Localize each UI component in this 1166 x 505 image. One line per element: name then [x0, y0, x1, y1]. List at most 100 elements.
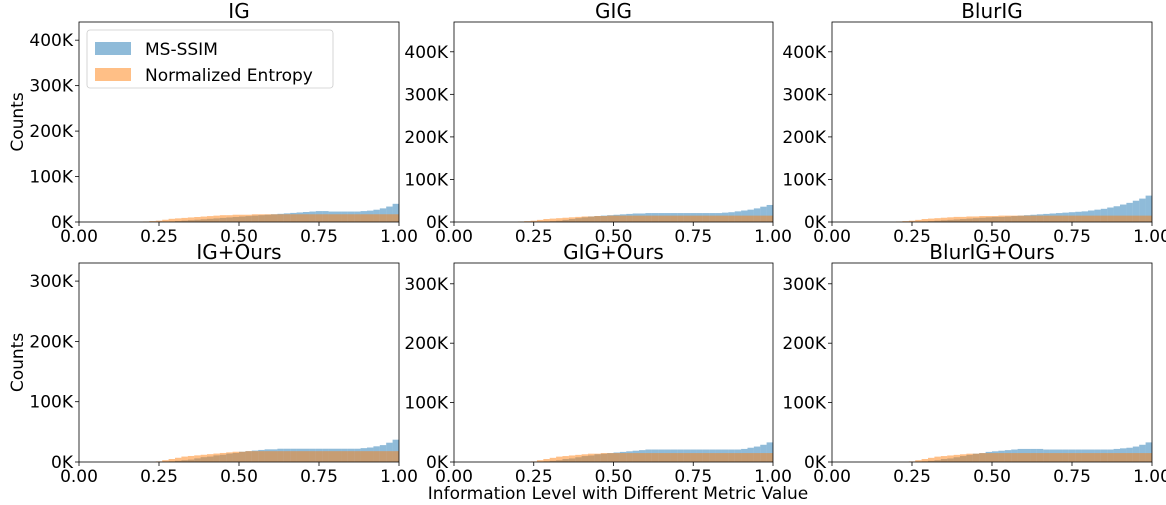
normalized-entropy-bar	[219, 215, 227, 222]
chart-panel: 0.00 0.25 0.50 0.75 1.00 0K 100K 200K 300K 400K Bl…	[782, 0, 1166, 247]
normalized-entropy-bar	[1113, 215, 1120, 222]
y-tick-label: 100K	[404, 394, 448, 414]
y-tick-label: 300K	[782, 85, 826, 105]
x-tick-label: 0.00	[813, 467, 851, 487]
normalized-entropy-bar	[1049, 453, 1056, 462]
normalized-entropy-bar	[972, 216, 980, 222]
normalized-entropy-bar	[908, 220, 916, 222]
normalized-entropy-bar	[354, 214, 361, 222]
plot-frame	[453, 262, 774, 463]
normalized-entropy-bar	[960, 216, 967, 222]
normalized-entropy-bar	[309, 451, 316, 462]
normalized-entropy-bar	[600, 216, 608, 222]
normalized-entropy-bar	[645, 453, 652, 462]
normalized-entropy-bar	[1139, 453, 1146, 462]
normalized-entropy-bar	[328, 214, 335, 222]
y-tick-label: 100K	[404, 170, 448, 190]
normalized-entropy-bar	[283, 214, 291, 222]
normalized-entropy-bar	[568, 217, 576, 222]
normalized-entropy-bar	[947, 455, 954, 462]
histogram-series	[517, 215, 773, 222]
ms-ssim-bar	[760, 206, 767, 222]
normalized-entropy-bar	[607, 453, 614, 462]
normalized-entropy-bar	[386, 451, 393, 462]
normalized-entropy-bar	[1120, 215, 1127, 222]
normalized-entropy-bar	[1036, 215, 1044, 222]
normalized-entropy-bar	[315, 214, 323, 222]
normalized-entropy-bar	[1120, 453, 1127, 462]
normalized-entropy-bar	[921, 219, 928, 222]
normalized-entropy-bar	[921, 459, 928, 462]
legend-swatch	[95, 42, 131, 55]
x-tick-label: 0.25	[515, 227, 553, 247]
normalized-entropy-bar	[979, 453, 986, 462]
normalized-entropy-bar	[985, 216, 992, 222]
y-tick-label: 0K	[804, 453, 827, 473]
normalized-entropy-bar	[232, 451, 239, 462]
plot-frame	[453, 21, 774, 223]
normalized-entropy-bar	[696, 215, 703, 222]
normalized-entropy-bar	[1056, 453, 1063, 462]
normalized-entropy-bar	[187, 455, 195, 462]
x-tick-label: 0.50	[220, 227, 258, 247]
normalized-entropy-bar	[670, 215, 678, 222]
normalized-entropy-bar	[1049, 215, 1056, 222]
normalized-entropy-bar	[607, 215, 614, 222]
normalized-entropy-bar	[1107, 453, 1114, 462]
x-tick-label: 0.25	[515, 467, 553, 487]
normalized-entropy-bar	[760, 215, 767, 222]
y-tick-label: 400K	[29, 31, 73, 51]
normalized-entropy-bar	[632, 215, 640, 222]
normalized-entropy-bar	[651, 453, 659, 462]
normalized-entropy-bar	[347, 214, 355, 222]
normalized-entropy-bar	[1126, 453, 1133, 462]
normalized-entropy-bar	[1011, 215, 1018, 222]
ms-ssim-bar	[766, 442, 773, 462]
panel-title: BlurIG+Ours	[929, 240, 1054, 264]
x-tick-label: 0.25	[140, 227, 178, 247]
y-tick-label: 200K	[29, 122, 73, 142]
y-tick-label: 200K	[782, 334, 826, 354]
normalized-entropy-bar	[1004, 215, 1012, 222]
normalized-entropy-bar	[940, 456, 948, 462]
x-tick-label: 1.00	[380, 467, 418, 487]
normalized-entropy-bar	[271, 214, 278, 222]
normalized-entropy-bar	[966, 216, 973, 222]
normalized-entropy-bar	[690, 453, 697, 462]
normalized-entropy-bar	[1062, 215, 1069, 222]
y-tick-label: 100K	[782, 170, 826, 190]
normalized-entropy-bar	[747, 453, 754, 462]
normalized-entropy-bar	[960, 454, 967, 462]
normalized-entropy-bar	[162, 219, 169, 222]
normalized-entropy-bar	[168, 458, 175, 462]
y-tick-label: 0K	[426, 213, 449, 233]
normalized-entropy-bar	[1043, 215, 1050, 222]
normalized-entropy-bar	[915, 219, 922, 222]
normalized-entropy-bar	[290, 451, 297, 462]
normalized-entropy-bar	[1132, 215, 1140, 222]
x-tick-label: 0.50	[595, 227, 633, 247]
ms-ssim-bar	[1113, 206, 1120, 222]
normalized-entropy-bar	[322, 451, 329, 462]
normalized-entropy-bar	[277, 451, 284, 462]
normalized-entropy-bar	[934, 218, 941, 222]
normalized-entropy-bar	[187, 217, 195, 222]
normalized-entropy-bar	[934, 456, 941, 462]
normalized-entropy-bar	[181, 456, 188, 462]
normalized-entropy-bar	[232, 214, 239, 222]
normalized-entropy-bar	[213, 453, 220, 462]
normalized-entropy-bar	[972, 453, 980, 462]
panel-title: IG+Ours	[196, 240, 281, 264]
normalized-entropy-bar	[766, 215, 773, 222]
ms-ssim-bar	[1145, 195, 1152, 222]
chart-panel: 0.00 0.25 0.50 0.75 1.00 0K 100K 200K 300K 400K GI…	[404, 0, 792, 247]
x-tick-label: 0.75	[1053, 467, 1091, 487]
normalized-entropy-bar	[1068, 215, 1076, 222]
x-tick-label: 0.00	[60, 227, 98, 247]
normalized-entropy-bar	[175, 457, 182, 462]
x-tick-label: 0.00	[435, 227, 473, 247]
normalized-entropy-bar	[626, 453, 633, 462]
chart-panel: 0.00 0.25 0.50 0.75 1.00 0K 100K 200K 300K GIG+Ou…	[404, 240, 792, 487]
normalized-entropy-bar	[626, 215, 633, 222]
ms-ssim-bar	[1145, 442, 1152, 462]
